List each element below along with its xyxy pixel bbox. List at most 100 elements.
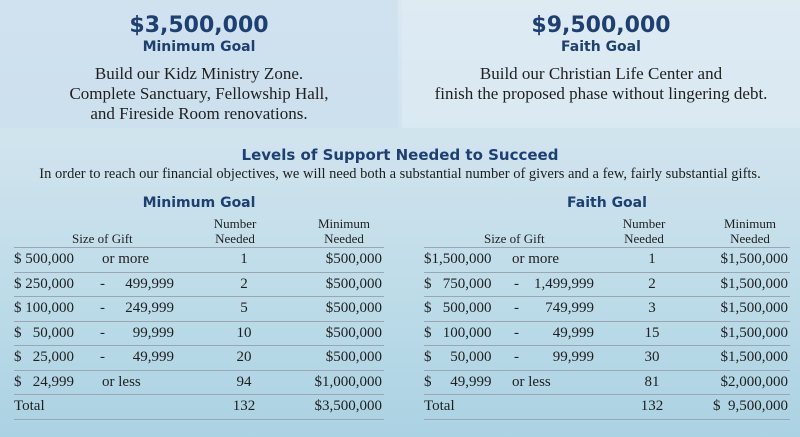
number-needed: 94 [236, 373, 252, 390]
gift-to: 99,999 [132, 324, 174, 341]
number-needed: 1 [240, 251, 248, 267]
table-row: $ 750,000 -1,499,999 2 $1,500,000 [424, 273, 790, 297]
gift-to: or less [102, 373, 141, 390]
table-row: $ 250,000 - 499,999 2 $500,000 [14, 273, 384, 297]
table-title: Minimum Goal [142, 195, 256, 211]
gift-separator: - [100, 349, 105, 365]
gift-separator: - [514, 275, 519, 292]
table-row: $ 500,000 or more 1 $500,000 [14, 247, 384, 273]
header-number-needed: Needed [624, 231, 664, 246]
gift-to: 749,999 [545, 300, 594, 316]
gift-from: $ 750,000 [424, 275, 492, 292]
table-header: Size of Gift Number Needed Minimum Neede… [14, 213, 384, 247]
faith-goal-description: Build our Christian Life Center and fini… [402, 64, 800, 104]
minimum-needed: $500,000 [325, 300, 382, 316]
minimum-goal-amount: $3,500,000 [129, 13, 269, 38]
table-row: $ 50,000 - 99,999 10 $500,000 [14, 322, 384, 346]
gift-separator: - [514, 349, 519, 365]
minimum-goal-desc-line: and Fireside Room renovations. [90, 104, 308, 123]
gift-to: 499,999 [125, 275, 174, 292]
table-title: Faith Goal [567, 195, 647, 211]
number-needed: 10 [236, 324, 252, 341]
total-needed: $ 9,500,000 [713, 398, 788, 414]
gift-to: or more [102, 251, 150, 267]
gift-from: $ 50,000 [424, 349, 492, 365]
number-needed: 2 [240, 275, 248, 292]
table-row: $ 24,999 or less 94 $1,000,000 [14, 371, 384, 395]
table-row: $ 100,000 - 49,999 15 $1,500,000 [424, 322, 790, 346]
number-needed: 81 [644, 373, 660, 390]
faith-goal-label: Faith Goal [561, 39, 641, 55]
table-row: $ 25,000 - 49,999 20 $500,000 [14, 346, 384, 371]
minimum-needed: $1,500,000 [720, 251, 789, 267]
minimum-needed: $500,000 [325, 324, 382, 341]
minimum-goal-description: Build our Kidz Ministry Zone. Complete S… [0, 64, 398, 124]
header-minimum: Minimum [723, 216, 776, 231]
header-size-of-gift: Size of Gift [484, 231, 545, 246]
table-row: $ 100,000 - 249,999 5 $500,000 [14, 297, 384, 322]
minimum-needed: $500,000 [325, 251, 382, 267]
support-subtitle: In order to reach our financial objectiv… [39, 166, 761, 182]
header-minimum-needed: Needed [730, 231, 770, 246]
table-row: $1,500,000 or more 1 $1,500,000 [424, 247, 790, 273]
number-needed: 15 [644, 324, 660, 341]
table-rows: $ 500,000 or more 1 $500,000 $ 250,000 - 499,9… [14, 247, 384, 420]
support-title: Levels of Support Needed to Succeed [241, 146, 559, 164]
header-minimum-needed: Needed [324, 231, 364, 246]
minimum-goal-label: Minimum Goal [142, 39, 256, 55]
gift-from: $ 50,000 [14, 324, 74, 341]
gift-from: $ 500,000 [14, 251, 74, 267]
header-number-needed: Needed [215, 231, 255, 246]
gift-separator: - [100, 275, 105, 292]
table-row: $ 500,000 - 749,999 3 $1,500,000 [424, 297, 790, 322]
faith-goal-amount: $9,500,000 [531, 13, 671, 38]
minimum-goal-panel: $3,500,000 Minimum Goal Build our Kidz M… [0, 0, 398, 128]
gift-to: 99,999 [552, 349, 594, 365]
table-header: Size of Gift Number Needed Minimum Neede… [424, 213, 790, 247]
number-needed: 30 [644, 349, 660, 365]
minimum-needed: $500,000 [325, 349, 382, 365]
gift-from: $1,500,000 [424, 251, 492, 267]
total-label: Total [424, 398, 455, 414]
minimum-needed: $1,500,000 [720, 275, 789, 292]
number-needed: 20 [236, 349, 252, 365]
faith-goal-desc-line: finish the proposed phase without linger… [434, 84, 768, 103]
gift-from: $ 500,000 [424, 300, 492, 316]
number-needed: 1 [648, 251, 656, 267]
minimum-needed: $1,000,000 [314, 373, 383, 390]
header-number: Number [622, 216, 666, 231]
minimum-goal-desc-line: Complete Sanctuary, Fellowship Hall, [69, 84, 329, 103]
minimum-needed: $2,000,000 [720, 373, 789, 390]
minimum-needed: $1,500,000 [720, 349, 789, 365]
total-needed: $3,500,000 [314, 398, 383, 414]
minimum-needed: $1,500,000 [720, 300, 789, 316]
gift-separator: - [514, 324, 519, 341]
header-number: Number [213, 216, 257, 231]
gift-to: 49,999 [552, 324, 594, 341]
number-needed: 3 [648, 300, 656, 316]
total-number: 132 [640, 398, 664, 414]
gift-to: 1,499,999 [534, 275, 594, 292]
header-minimum: Minimum [317, 216, 370, 231]
gift-to: 249,999 [125, 300, 174, 316]
minimum-goal-table: Minimum Goal Size of Gift Number Needed … [14, 193, 384, 420]
faith-goal-table: Faith Goal Size of Gift Number Needed Mi… [424, 193, 790, 420]
table-total-row: Total 132 $3,500,000 [14, 395, 384, 420]
gift-separator: - [100, 300, 105, 316]
number-needed: 2 [648, 275, 656, 292]
gift-to: or less [512, 373, 551, 390]
header-size-of-gift: Size of Gift [72, 231, 133, 246]
total-number: 132 [232, 398, 256, 414]
number-needed: 5 [240, 300, 248, 316]
gift-separator: - [100, 324, 105, 341]
gift-to: or more [512, 251, 560, 267]
table-rows: $1,500,000 or more 1 $1,500,000 $ 750,000-1,… [424, 247, 790, 420]
gift-separator: - [514, 300, 519, 316]
faith-goal-desc-line: Build our Christian Life Center and [479, 64, 723, 83]
minimum-needed: $1,500,000 [720, 324, 789, 341]
table-row: $ 49,999 or less 81 $2,000,000 [424, 371, 790, 395]
faith-goal-panel: $9,500,000 Faith Goal Build our Christia… [402, 0, 800, 128]
total-label: Total [14, 398, 45, 414]
gift-from: $ 100,000 [424, 324, 492, 341]
minimum-needed: $500,000 [325, 275, 382, 292]
